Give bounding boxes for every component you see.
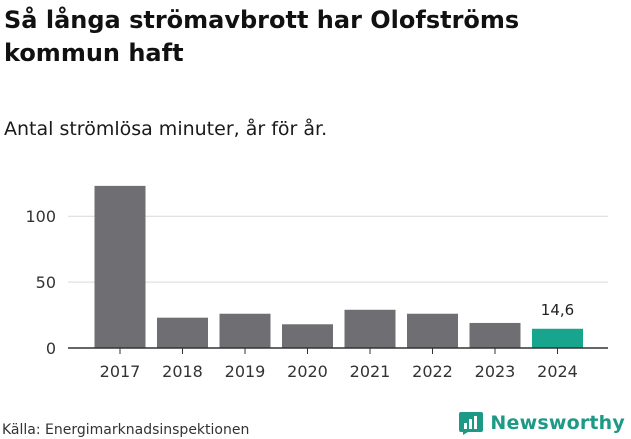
newsworthy-logo-icon [459,412,484,435]
x-tick-label: 2020 [287,362,328,381]
x-tick-label: 2017 [100,362,141,381]
chart-subtitle: Antal strömlösa minuter, år för år. [4,118,328,140]
y-tick-label: 50 [36,273,56,292]
bar [532,328,583,348]
y-tick-label: 100 [25,207,56,226]
bar [407,313,458,348]
x-tick-label: 2018 [162,362,203,381]
source-note: Källa: Energimarknadsinspektionen [2,422,250,438]
data-label: 14,6 [541,301,574,319]
bar [94,185,146,348]
chart-title: Så långa strömavbrott har Olofströms kom… [4,6,520,67]
y-tick-label: 0 [46,339,56,358]
bar [469,322,521,348]
x-tick-label: 2024 [537,362,578,381]
bar [282,324,333,348]
x-tick-label: 2021 [350,362,391,381]
x-tick-label: 2022 [412,362,453,381]
bar [157,317,208,348]
x-tick-label: 2019 [225,362,266,381]
x-tick-label: 2023 [475,362,516,381]
brand-name: Newsworthy [490,412,625,434]
bar [219,313,271,348]
bar [344,309,396,348]
brand-logo: Newsworthy [458,409,625,437]
